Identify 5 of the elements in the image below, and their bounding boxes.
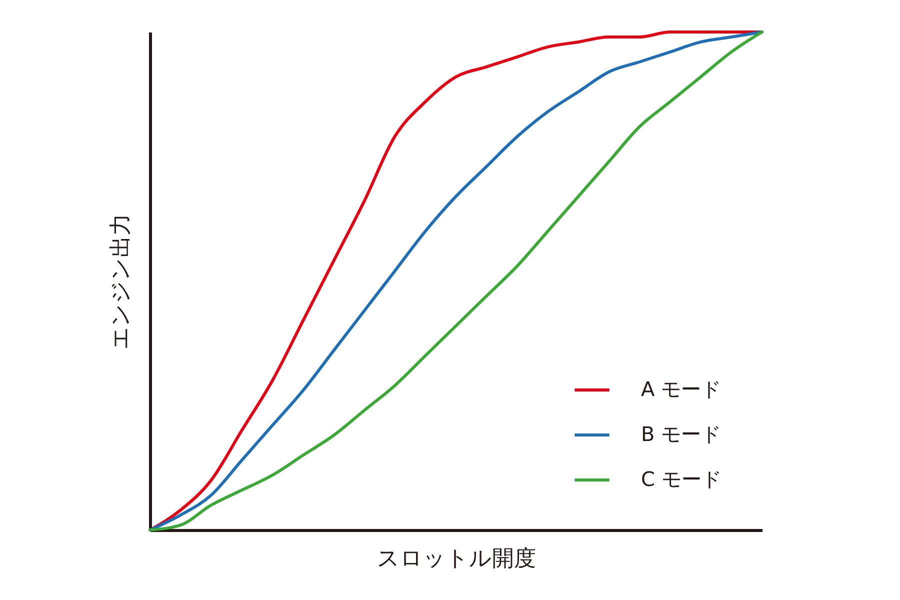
legend-label: C モード: [641, 467, 722, 491]
x-axis-title: スロットル開度: [377, 546, 536, 572]
legend-label: B モード: [641, 422, 722, 446]
y-axis-title: エンジン出力: [108, 214, 134, 350]
legend-label: A モード: [641, 377, 722, 401]
